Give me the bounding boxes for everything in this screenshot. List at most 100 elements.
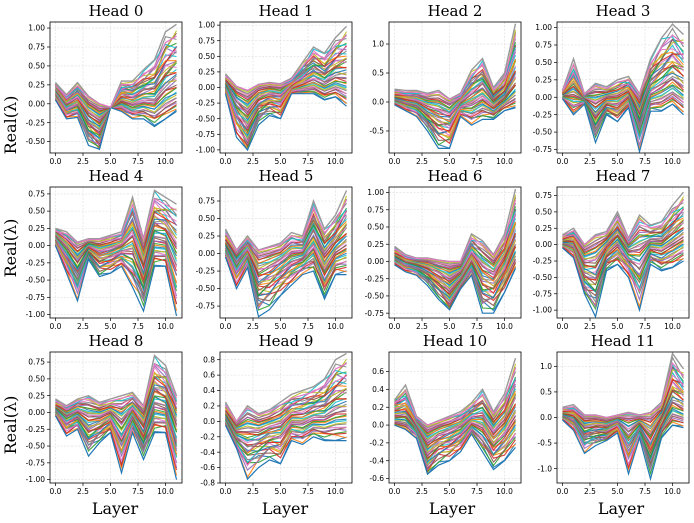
series-line-min xyxy=(394,264,517,314)
y-tick-label: -0.50 xyxy=(196,114,216,123)
y-tick-label: 1.00 xyxy=(28,24,45,33)
series-line-max xyxy=(224,190,348,252)
series-line xyxy=(225,397,347,442)
series-line-min xyxy=(394,104,516,149)
y-tick-label: -0.2 xyxy=(369,438,384,447)
y-tick-label: -0.75 xyxy=(196,302,216,311)
panel-frame xyxy=(49,186,183,319)
series-line-max xyxy=(55,354,178,408)
series-group xyxy=(54,189,178,317)
x-tick-label: 2.5 xyxy=(247,322,259,331)
panel-head-0: 0.0 2.5 5.0 7.5 10.0 1.00 0.75 0.50 0.25 0.00 -0.2… xyxy=(26,2,183,166)
y-tick-label: 0.00 xyxy=(198,249,215,258)
series-line xyxy=(562,379,684,423)
series-line xyxy=(55,43,177,109)
y-tick-label: -1.00 xyxy=(26,475,46,484)
series-line xyxy=(394,398,516,443)
x-tick-label: 10.0 xyxy=(327,487,344,496)
series-line xyxy=(55,209,177,252)
y-tick-label: 0.50 xyxy=(535,58,552,67)
panel-head-6: 0.0 2.5 5.0 7.5 10.0 1.00 0.75 0.50 0.25 0.00 -0.2… xyxy=(365,167,522,331)
series-line-min xyxy=(562,98,684,153)
panel-title: Head 5 xyxy=(259,167,314,185)
panel-title: Head 9 xyxy=(259,332,314,350)
panel-head-7: 0.0 2.5 5.0 7.5 10.0 0.75 0.50 0.25 0.00 -0.25 -0.… xyxy=(533,167,690,331)
series-line xyxy=(55,398,178,439)
series-line xyxy=(55,206,177,256)
panel-head-10: 0.0 2.5 5.0 7.5 10.0 0.6 0.4 0.2 0.0 -0.2 -0.4 -0.6… xyxy=(369,332,522,496)
y-tick-label: 0.6 xyxy=(372,367,384,376)
panel-frame xyxy=(556,351,690,484)
panel-title: Head 3 xyxy=(596,2,651,20)
series-line xyxy=(55,376,177,416)
series-line-upper xyxy=(394,35,517,101)
y-tick-label: 0.4 xyxy=(372,385,384,394)
x-tick-label: 0.0 xyxy=(220,487,232,496)
y-tick-label: 0.25 xyxy=(28,80,45,89)
y-tick-label: 0.5 xyxy=(372,69,384,78)
y-tick-label: -0.75 xyxy=(533,145,553,154)
x-tick-label: 2.5 xyxy=(584,322,596,331)
series-line xyxy=(225,58,347,115)
panel-frame xyxy=(556,21,690,154)
y-tick-label: 0.0 xyxy=(203,417,215,426)
series-line xyxy=(55,364,178,414)
y-tick-label: 0.25 xyxy=(535,75,552,84)
y-tick-label: 0.50 xyxy=(198,214,215,223)
series-line xyxy=(225,48,347,99)
y-tick-label: -0.75 xyxy=(26,458,46,467)
series-line xyxy=(225,233,347,276)
series-line xyxy=(55,200,177,248)
panel-head-9: 0.0 2.5 5.0 7.5 10.0 0.8 0.6 0.4 0.2 0.0 -0.2 -0.4 -… xyxy=(200,332,353,496)
y-tick-label: 0.8 xyxy=(203,355,215,364)
x-tick-label: 2.5 xyxy=(584,157,596,166)
x-tick-label: 7.5 xyxy=(471,322,483,331)
panel-title: Head 0 xyxy=(89,2,144,20)
y-tick-label: -1.00 xyxy=(196,145,216,154)
y-tick-label: -0.50 xyxy=(26,137,46,146)
x-tick-label: 0.0 xyxy=(50,487,62,496)
series-group xyxy=(224,190,348,318)
y-tick-label: -0.6 xyxy=(200,463,215,472)
series-line xyxy=(562,379,684,427)
y-tick-label: -0.25 xyxy=(365,274,385,283)
y-tick-label: 0.50 xyxy=(28,62,45,71)
y-tick-label: 0.00 xyxy=(535,240,552,249)
y-tick-label: 0.75 xyxy=(198,36,215,45)
y-tick-label: 0.00 xyxy=(28,241,45,250)
panel-frame xyxy=(219,186,353,319)
panel-frame xyxy=(219,21,353,154)
y-tick-label: 0.0 xyxy=(372,421,384,430)
series-line-max xyxy=(224,352,347,423)
y-tick-label: 0.5 xyxy=(540,388,552,397)
series-line xyxy=(394,239,517,294)
x-tick-label: 2.5 xyxy=(247,487,259,496)
series-line xyxy=(562,84,684,135)
series-line-upper xyxy=(224,199,348,252)
x-tick-label: 5.0 xyxy=(105,322,117,331)
series-line xyxy=(55,215,177,262)
x-tick-label: 7.5 xyxy=(639,487,651,496)
series-line xyxy=(224,71,347,127)
y-tick-label: -0.50 xyxy=(533,273,553,282)
x-axis-label: Layer xyxy=(262,499,309,518)
x-tick-label: 5.0 xyxy=(612,157,624,166)
series-line xyxy=(225,362,347,425)
series-line-upper xyxy=(225,363,347,423)
series-line-min xyxy=(224,256,347,318)
y-tick-label: -0.5 xyxy=(369,127,384,136)
y-tick-label: 0.00 xyxy=(198,83,215,92)
y-tick-label: 0.0 xyxy=(372,98,384,107)
y-tick-label: -0.25 xyxy=(26,425,46,434)
series-line-min xyxy=(224,424,347,481)
series-line xyxy=(55,412,178,456)
x-tick-label: 5.0 xyxy=(612,487,624,496)
panel-frame xyxy=(556,186,690,319)
y-tick-label: -0.6 xyxy=(369,474,384,483)
series-line xyxy=(55,242,178,299)
y-tick-label: -0.50 xyxy=(196,284,216,293)
series-group xyxy=(224,25,347,152)
series-line xyxy=(562,208,684,253)
x-tick-label: 7.5 xyxy=(302,487,314,496)
y-tick-label: 0.75 xyxy=(198,197,215,206)
